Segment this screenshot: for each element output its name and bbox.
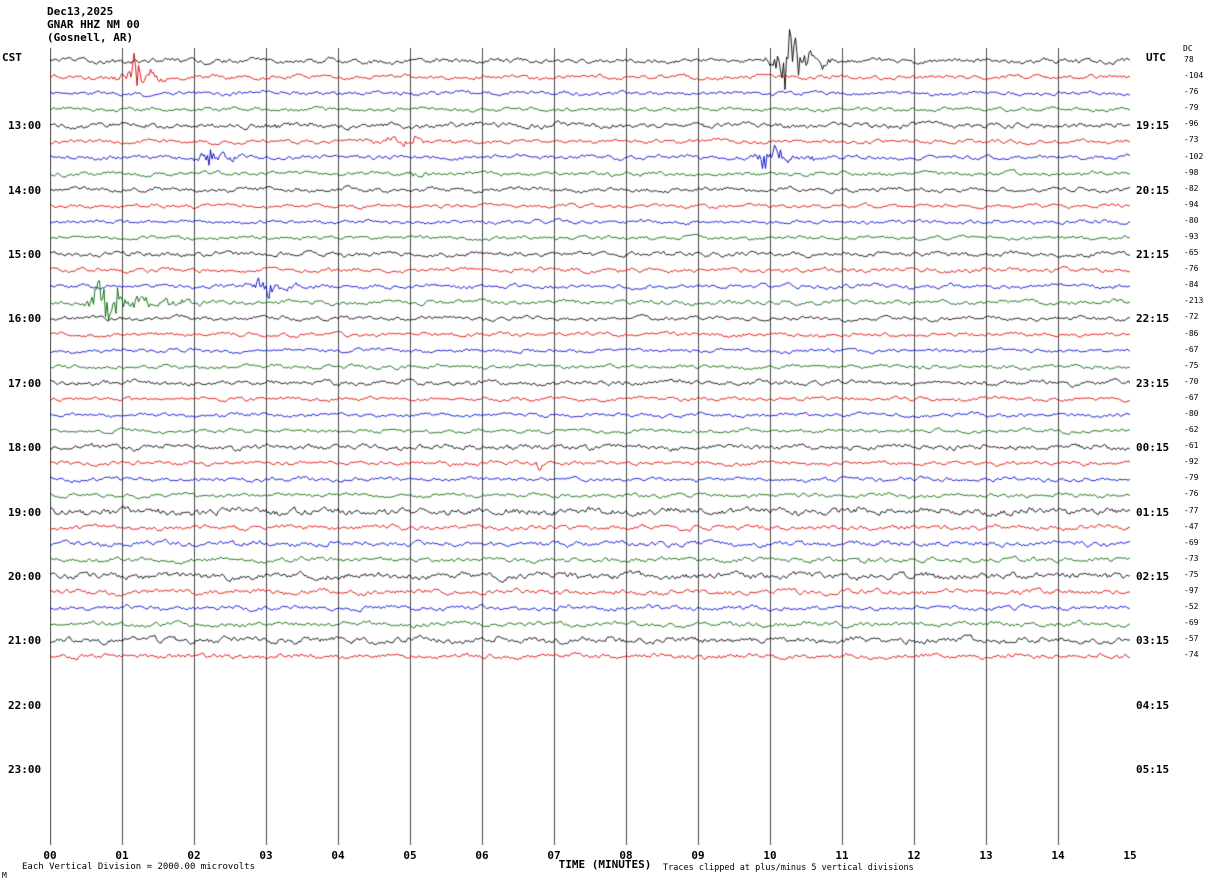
title-date: Dec13,2025 [47,5,114,18]
dc-offset-value: -94 [1184,199,1199,209]
dc-offset-value: -73 [1184,553,1199,563]
dc-offset-value: -74 [1184,650,1199,660]
right-hour-label: 21:15 [1136,248,1170,262]
left-hour-label: 18:00 [8,441,42,455]
dc-offset-value: -79 [1184,473,1199,483]
dc-offset-value: -73 [1184,135,1199,145]
x-tick-label: 10 [763,849,777,862]
dc-offset-value: 78 [1184,55,1194,64]
left-hour-label: 20:00 [8,569,42,583]
x-tick-label: 03 [259,849,273,862]
right-hour-label: 05:15 [1136,762,1170,776]
x-tick-label: 12 [907,849,921,862]
footer-left-note: Each Vertical Division = 2000.00 microvo… [22,862,255,872]
dc-offset-value: -79 [1184,103,1199,113]
left-hour-label: 17:00 [8,376,42,390]
right-axis-header: UTC [1146,51,1166,64]
dc-offset-value: -104 [1184,71,1204,81]
left-hour-label: 13:00 [8,119,42,133]
dc-offset-value: -67 [1184,344,1199,354]
footer-right-note: Traces clipped at plus/minus 5 vertical … [663,863,914,873]
x-axis-label: TIME (MINUTES) [558,858,652,871]
seismogram-canvas [50,20,1130,848]
x-tick-label: 00 [43,849,57,862]
right-hour-label: 22:15 [1136,312,1170,326]
right-hour-label: 03:15 [1136,634,1170,648]
dc-offset-value: -97 [1184,585,1199,595]
x-tick-label: 02 [187,849,201,862]
dc-offset-value: -72 [1184,312,1199,322]
dc-offset-value: -62 [1184,425,1199,435]
left-hour-label: 23:00 [8,762,42,776]
left-hour-label: 14:00 [8,183,42,197]
dc-offset-value: -70 [1184,376,1199,386]
right-hour-label: 20:15 [1136,183,1170,197]
dc-offset-value: -69 [1184,537,1199,547]
dc-offset-value: -77 [1184,505,1199,515]
x-tick-label: 01 [115,849,129,862]
dc-offset-value: -52 [1184,602,1199,612]
dc-offset-value: -57 [1184,634,1199,644]
right-hour-label: 19:15 [1136,119,1170,133]
x-tick-label: 04 [331,849,345,862]
x-tick-label: 11 [835,849,849,862]
left-axis-header: CST [2,51,22,64]
right-hour-label: 04:15 [1136,698,1170,712]
left-hour-label: 16:00 [8,312,42,326]
dc-offset-value: -213 [1184,296,1204,306]
dc-offset-value: -75 [1184,360,1199,370]
dc-offset-value: -86 [1184,328,1199,338]
left-hour-label: 21:00 [8,634,42,648]
left-hour-label: 15:00 [8,248,42,262]
dc-offset-value: -98 [1184,167,1199,177]
dc-offset-value: -96 [1184,119,1199,129]
dc-offset-value: -67 [1184,392,1199,402]
x-tick-label: 05 [403,849,417,862]
x-tick-label: 15 [1123,849,1137,862]
right-hour-label: 01:15 [1136,505,1170,519]
dc-offset-value: -76 [1184,264,1199,274]
x-tick-label: 07 [547,849,561,862]
dc-offset-value: -82 [1184,183,1199,193]
footer-corner-mark: M [2,871,7,880]
dc-offset-value: -102 [1184,151,1204,161]
dc-offset-value: -69 [1184,618,1199,628]
x-tick-label: 13 [979,849,993,862]
dc-offset-value: -61 [1184,441,1199,451]
dc-offset-header: DC [1183,44,1193,53]
left-hour-label: 22:00 [8,698,42,712]
x-tick-label: 06 [475,849,489,862]
dc-offset-value: -76 [1184,489,1199,499]
dc-offset-value: -80 [1184,408,1199,418]
dc-offset-value: -65 [1184,248,1199,258]
right-hour-label: 02:15 [1136,569,1170,583]
dc-offset-value: -80 [1184,215,1199,225]
x-tick-label: 08 [619,849,633,862]
dc-offset-value: -84 [1184,280,1199,290]
dc-offset-value: -93 [1184,231,1199,241]
dc-offset-value: -76 [1184,87,1199,97]
x-tick-label: 09 [691,849,705,862]
right-hour-label: 00:15 [1136,441,1170,455]
left-hour-label: 19:00 [8,505,42,519]
dc-offset-value: -92 [1184,457,1199,467]
dc-offset-value: -75 [1184,569,1199,579]
dc-offset-value: -47 [1184,521,1199,531]
right-hour-label: 23:15 [1136,376,1170,390]
x-tick-label: 14 [1051,849,1065,862]
